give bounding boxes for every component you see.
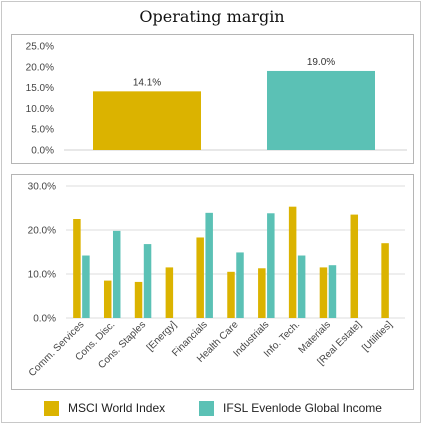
bar-ifsl-info-tech (297, 255, 306, 318)
bar-ifsl-health-care (236, 252, 244, 318)
top-y-tick-label: 0.0% (31, 146, 54, 157)
top-chart-panel: 0.0% 5.0% 10.0% 15.0% 20.0% 25.0% 14.1% 19.0% (11, 34, 414, 164)
bar-msci-industrials (258, 268, 266, 318)
bar-msci-comm-services (73, 219, 81, 318)
top-y-tick-label: 5.0% (31, 125, 54, 136)
legend-item-msci: MSCI World Index (44, 398, 165, 418)
bar-msci-cons-disc (103, 280, 112, 318)
y-tick-label: 20.0% (28, 226, 56, 237)
bar-msci-financials (196, 237, 204, 318)
x-category-label: [Utilities] (360, 319, 395, 354)
y-tick-label: 0.0% (33, 314, 56, 325)
bar-msci-utilities (381, 243, 389, 318)
bar-msci-energy (165, 267, 174, 318)
top-y-tick-label: 10.0% (26, 104, 54, 115)
x-category-label: Comm. Services (27, 319, 87, 379)
bar-ifsl-operating-margin (267, 70, 375, 150)
legend-swatch-ifsl (199, 400, 214, 416)
legend: MSCI World Index IFSL Evenlode Global In… (0, 398, 424, 418)
top-y-tick-label: 20.0% (26, 62, 54, 73)
top-bar-chart: 0.0% 5.0% 10.0% 15.0% 20.0% 25.0% 14.1% 19.0% (26, 42, 407, 157)
bar-ifsl-cons-disc (112, 230, 121, 318)
bar-msci-real-estate (350, 214, 359, 318)
legend-item-ifsl: IFSL Evenlode Global Income (199, 398, 382, 418)
y-tick-label: 10.0% (28, 270, 56, 281)
bar-ifsl-financials (205, 212, 213, 318)
legend-swatch-msci (44, 400, 59, 416)
bar-data-label: 19.0% (307, 57, 335, 68)
bar-ifsl-materials (328, 265, 337, 318)
bar-msci-operating-margin (93, 91, 201, 150)
top-y-tick-label: 15.0% (26, 83, 54, 94)
legend-label-msci: MSCI World Index (68, 401, 166, 415)
legend-label-ifsl: IFSL Evenlode Global Income (223, 401, 382, 415)
top-y-tick-label: 25.0% (26, 42, 54, 53)
bar-ifsl-industrials (267, 213, 275, 318)
chart-title: Operating margin (139, 7, 285, 26)
y-tick-label: 30.0% (28, 182, 56, 193)
bar-msci-health-care (227, 271, 235, 318)
bar-msci-materials (319, 267, 328, 318)
bar-data-label: 14.1% (133, 77, 161, 88)
bar-ifsl-comm-services (82, 255, 90, 318)
bar-msci-info-tech (288, 206, 297, 318)
bottom-chart-panel: 0.0% 10.0% 20.0% 30.0% Comm. Services Cons. D… (11, 174, 414, 390)
bar-ifsl-cons-staples (143, 244, 152, 318)
bar-msci-cons-staples (134, 281, 143, 318)
